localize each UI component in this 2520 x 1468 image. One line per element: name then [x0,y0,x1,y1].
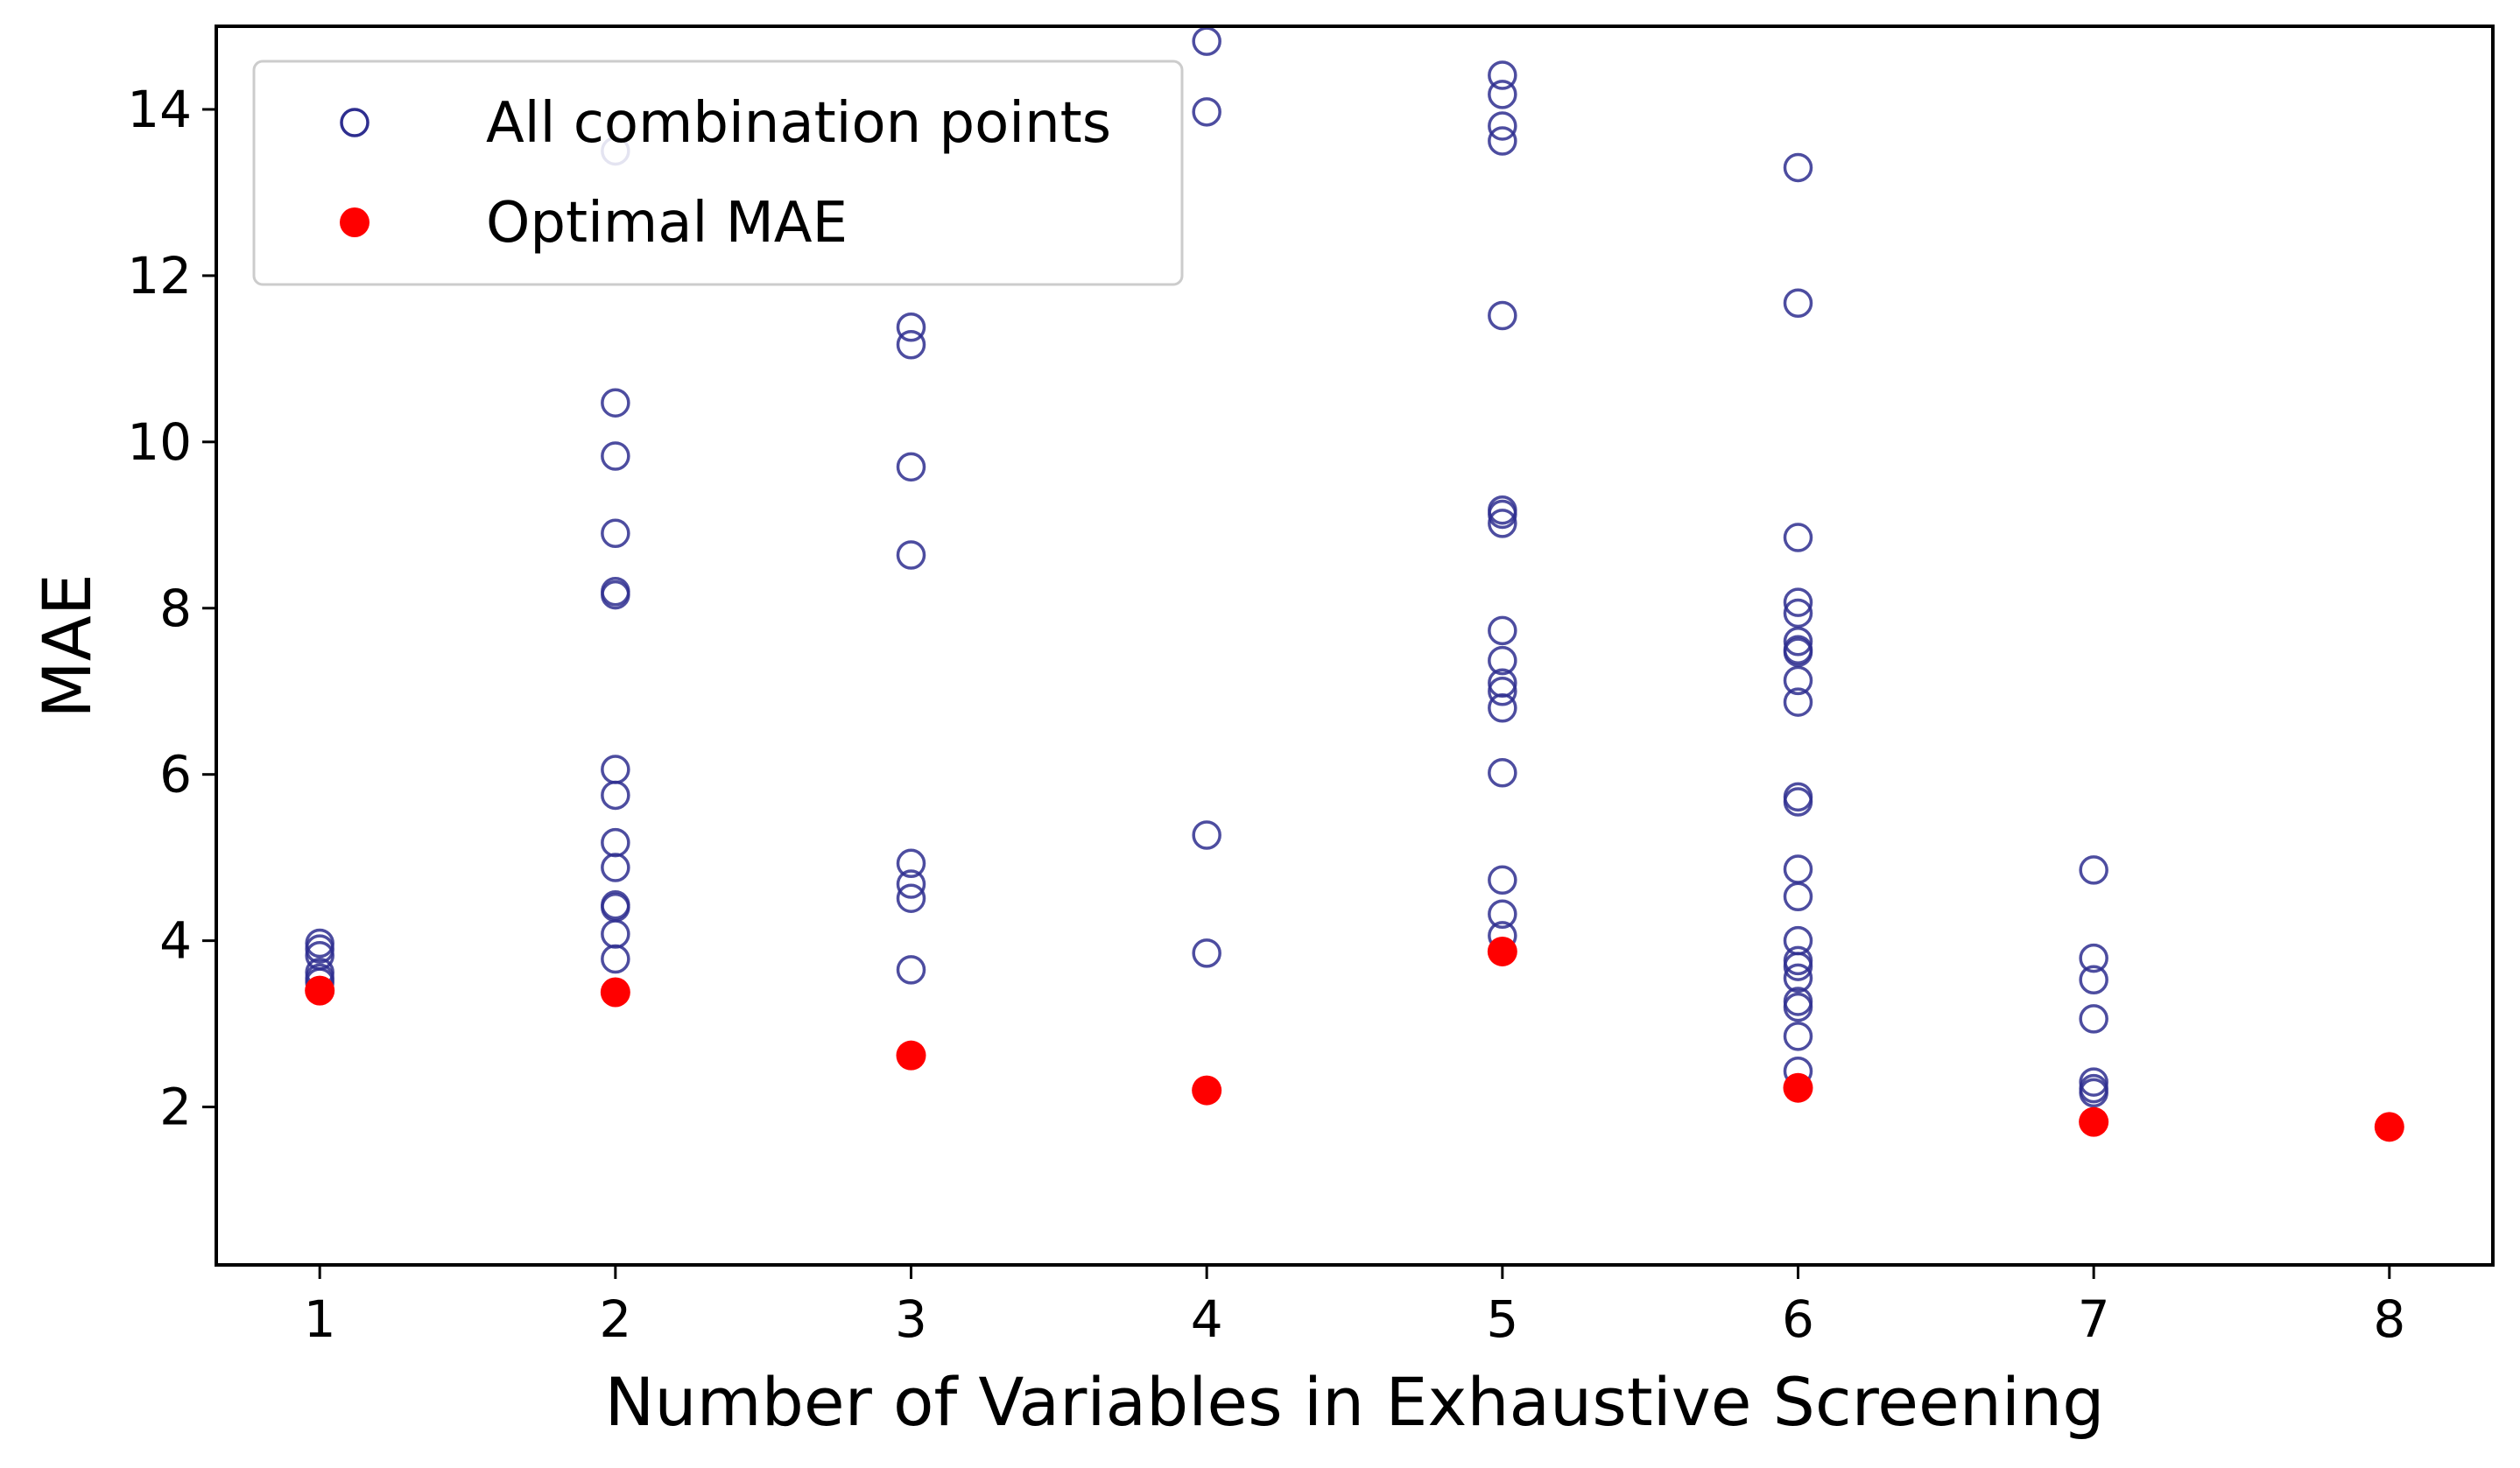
data-point-all-combination [601,853,630,882]
data-point-all-combination [1783,587,1813,617]
data-point-all-combination [896,848,926,879]
data-point-all-combination [1783,288,1813,318]
data-point-all-combination [1488,692,1517,723]
data-point-all-combination [1488,126,1517,156]
legend: All combination points Optimal MAE [252,60,1184,286]
data-point-all-combination [601,579,630,610]
data-point-all-combination [601,441,630,471]
data-point-all-combination [305,934,334,964]
data-point-all-combination [1488,60,1517,90]
data-point-all-combination [1488,509,1517,538]
data-point-all-combination [1192,820,1221,850]
data-point-all-combination [2079,943,2108,973]
data-point-all-combination [2079,1067,2108,1097]
data-point-optimal-mae [305,975,335,1006]
data-point-all-combination [896,869,926,899]
data-point-all-combination [2079,965,2108,995]
data-point-all-combination [1488,645,1517,676]
data-point-optimal-mae [896,1040,926,1071]
data-point-optimal-mae [1192,1075,1222,1106]
data-point-all-combination [1192,938,1221,968]
data-point-optimal-mae [600,977,630,1008]
data-point-all-combination [1783,598,1813,629]
y-tick-label: 6 [159,745,192,804]
data-point-all-combination [1783,963,1813,994]
data-point-all-combination [601,944,630,974]
data-point-all-combination [896,883,926,913]
data-point-all-combination [896,540,926,570]
data-point-all-combination [1488,676,1517,706]
data-point-all-combination [1783,665,1813,696]
data-point-all-combination [1783,523,1813,552]
data-point-all-combination [896,955,926,985]
data-point-all-combination [1488,80,1517,109]
data-point-all-combination [1488,300,1517,331]
data-point-all-combination [1488,758,1517,788]
data-point-optimal-mae [2079,1106,2109,1137]
data-point-all-combination [1192,26,1221,56]
data-point-all-combination [1783,787,1813,817]
data-point-optimal-mae [2374,1112,2404,1142]
y-axis-title: MAE [28,573,106,719]
legend-marker-all-combination-points [340,108,370,137]
data-point-all-combination [1783,882,1813,912]
data-point-optimal-mae [1487,936,1517,966]
x-tick-label: 3 [895,1289,927,1349]
y-tick-label: 14 [127,80,192,139]
x-tick-label: 5 [1486,1289,1518,1349]
data-point-all-combination [1783,687,1813,717]
data-point-all-combination [601,518,630,549]
y-tick-label: 10 [127,412,192,472]
data-point-all-combination [2079,1078,2108,1108]
legend-label-all-combination-points: All combination points [486,91,1111,156]
y-tick-label: 2 [159,1078,192,1137]
data-point-all-combination [1488,111,1517,141]
data-point-all-combination [1488,899,1517,929]
data-point-all-combination [2079,1004,2108,1034]
data-point-all-combination [601,388,630,418]
data-point-all-combination [1783,952,1813,981]
data-point-all-combination [1783,627,1813,657]
legend-label-optimal-mae: Optimal MAE [486,191,848,256]
data-point-all-combination [1488,499,1517,530]
data-point-all-combination [1192,97,1221,127]
data-point-all-combination [1783,992,1813,1022]
x-tick-label: 1 [304,1289,336,1349]
x-tick-label: 7 [2078,1289,2110,1349]
legend-box [252,60,1184,286]
x-tick-label: 2 [599,1289,631,1349]
y-tick-label: 8 [159,579,192,638]
data-point-all-combination [1488,615,1517,646]
y-tick-label: 4 [159,911,192,971]
data-point-all-combination [1488,865,1517,896]
data-point-all-combination [601,780,630,811]
data-point-all-combination [1783,637,1813,667]
plot-frame [215,25,2495,1267]
legend-marker-optimal-mae [340,207,370,237]
data-point-all-combination [1783,152,1813,183]
x-tick-label: 8 [2373,1289,2405,1349]
data-point-all-combination [896,452,926,482]
data-point-optimal-mae [1783,1072,1813,1103]
data-point-all-combination [2079,855,2108,885]
data-point-all-combination [1783,1022,1813,1051]
y-tick-label: 12 [127,246,192,306]
data-marks [305,26,2404,1142]
data-point-all-combination [896,313,926,342]
x-tick-label: 6 [1782,1289,1814,1349]
x-tick-label: 4 [1191,1289,1223,1349]
x-axis-title: Number of Variables in Exhaustive Screen… [605,1363,2105,1441]
data-point-all-combination [896,329,926,360]
